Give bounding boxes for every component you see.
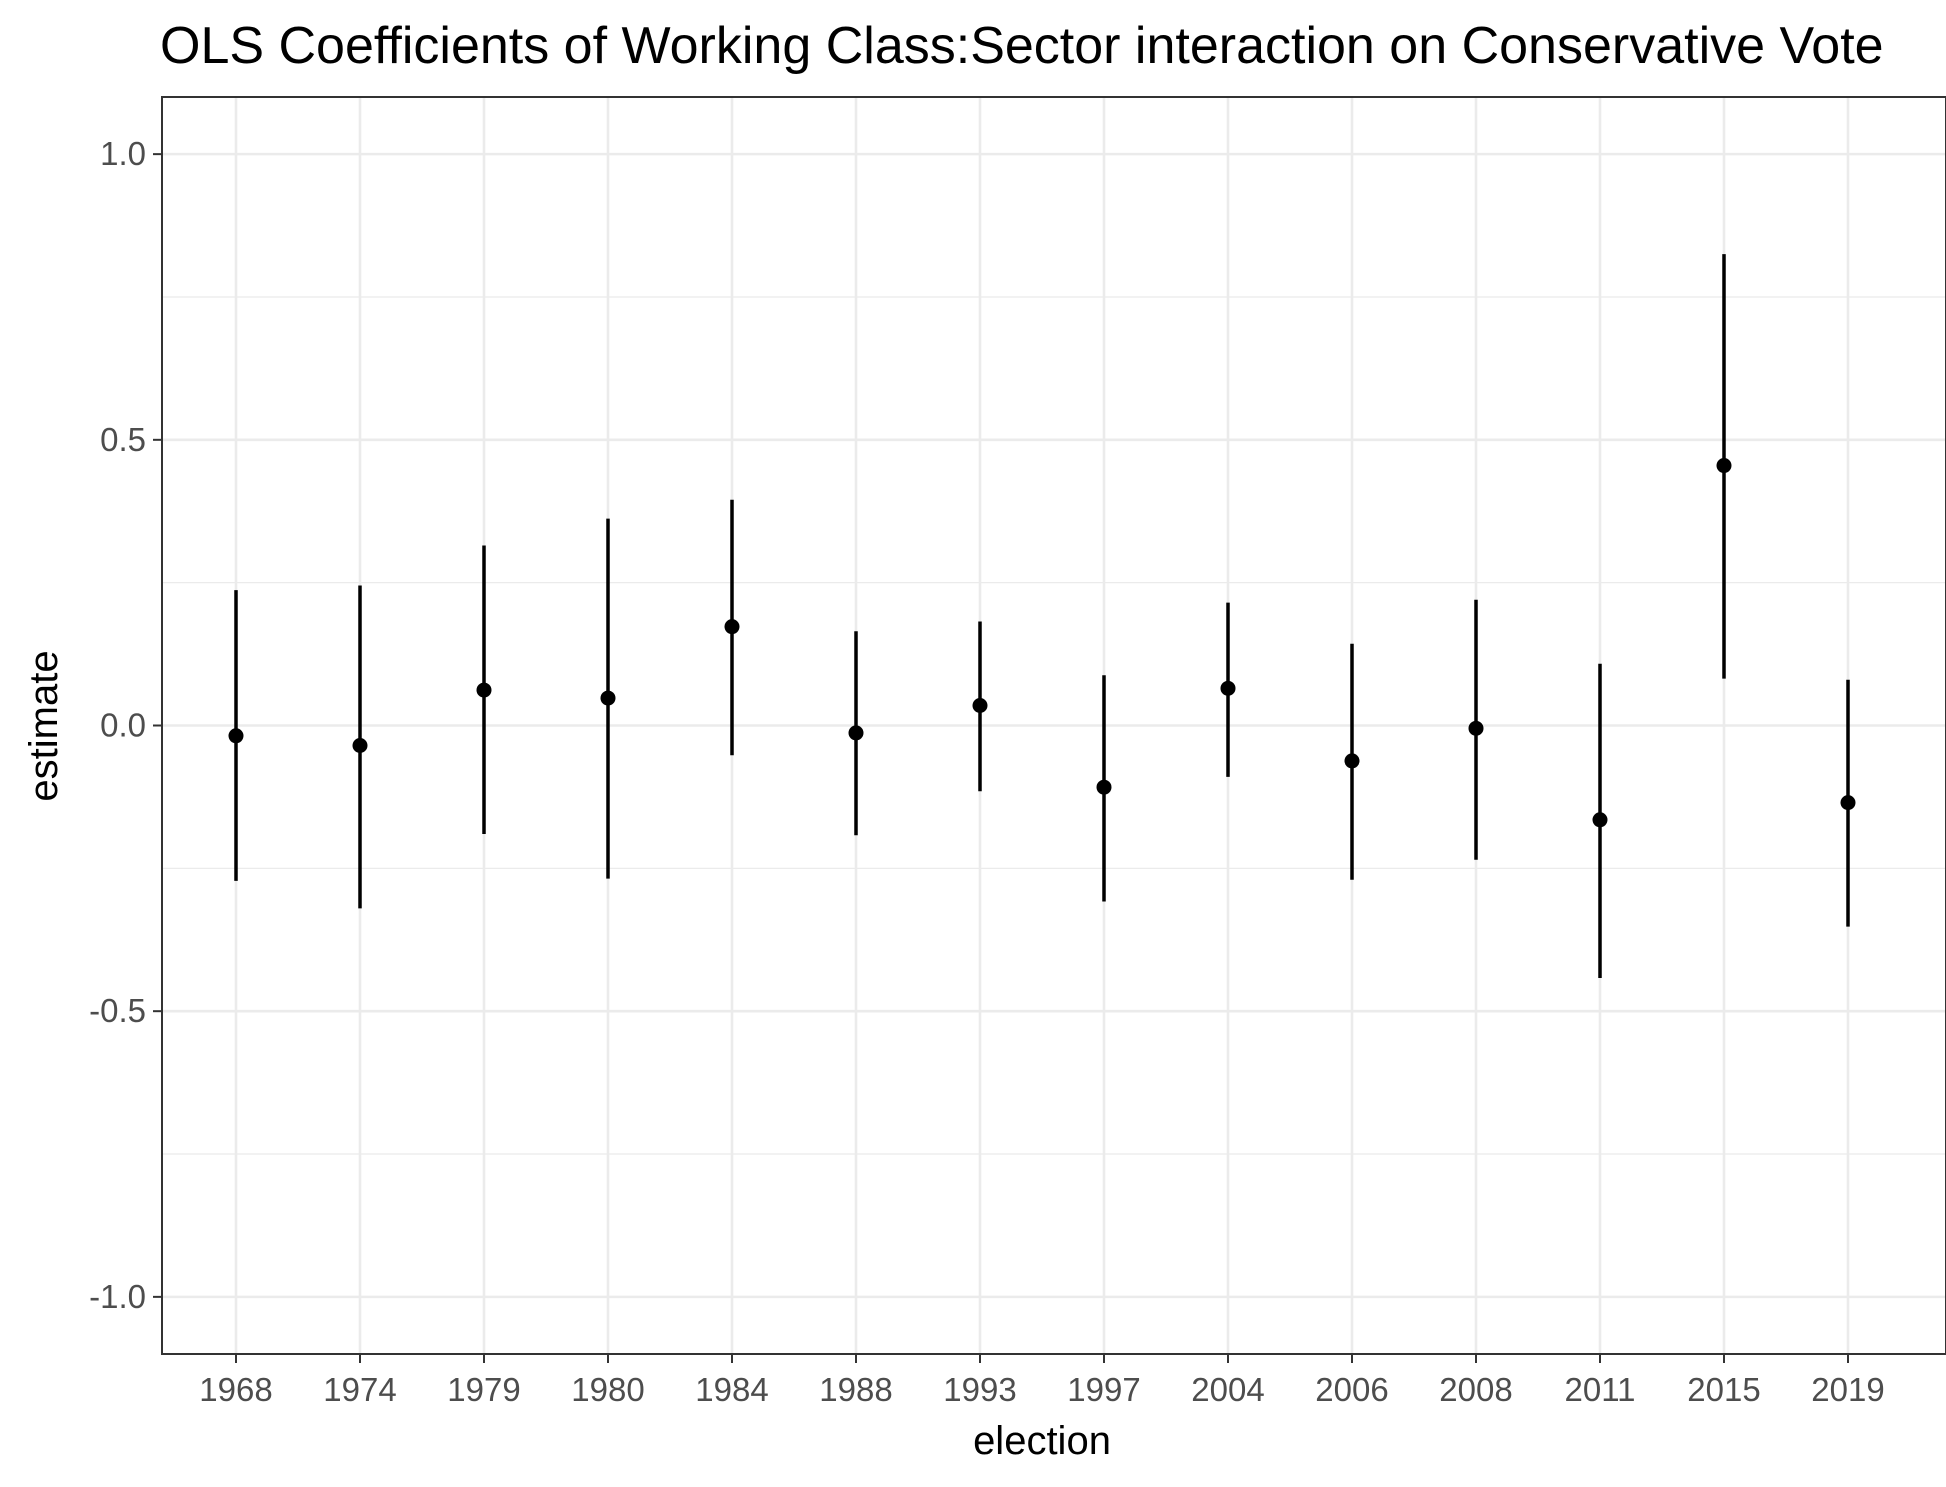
estimate-point bbox=[228, 728, 244, 744]
x-tick-label: 1993 bbox=[943, 1371, 1016, 1408]
estimate-point bbox=[1468, 720, 1484, 736]
chart-title: OLS Coefficients of Working Class:Sector… bbox=[160, 17, 1884, 75]
x-tick-label: 2006 bbox=[1315, 1371, 1388, 1408]
estimate-point bbox=[1716, 458, 1732, 474]
x-tick-label: 2015 bbox=[1687, 1371, 1760, 1408]
estimate-point bbox=[476, 682, 492, 698]
x-tick-label: 1974 bbox=[323, 1371, 396, 1408]
x-tick-label: 1968 bbox=[199, 1371, 272, 1408]
x-tick-label: 1988 bbox=[819, 1371, 892, 1408]
x-axis: 1968 1974 1979 1980 1984 1988 1993 1997 2004 2006… bbox=[199, 1354, 1885, 1408]
y-tick-label: 0.0 bbox=[100, 707, 146, 744]
x-tick-label: 1979 bbox=[447, 1371, 520, 1408]
y-tick-label: -1.0 bbox=[89, 1278, 146, 1315]
x-tick-label: 1984 bbox=[695, 1371, 768, 1408]
estimate-point bbox=[1840, 795, 1856, 811]
minor-gridlines bbox=[162, 296, 1946, 1155]
estimate-point bbox=[1592, 812, 1608, 828]
estimate-point bbox=[1344, 753, 1360, 769]
x-tick-label: 1980 bbox=[571, 1371, 644, 1408]
x-tick-label: 1997 bbox=[1067, 1371, 1140, 1408]
x-tick-label: 2019 bbox=[1811, 1371, 1884, 1408]
y-axis-title: estimate bbox=[22, 650, 66, 801]
x-tick-label: 2004 bbox=[1191, 1371, 1264, 1408]
x-tick-label: 2011 bbox=[1565, 1371, 1636, 1408]
y-tick-label: 1.0 bbox=[100, 135, 146, 172]
estimate-point bbox=[1220, 680, 1236, 696]
y-axis: -1.0 -0.5 0.0 0.5 1.0 bbox=[89, 135, 162, 1315]
estimate-point bbox=[724, 619, 740, 635]
x-tick-label: 2008 bbox=[1439, 1371, 1512, 1408]
estimate-point bbox=[352, 737, 368, 753]
estimate-point bbox=[848, 725, 864, 741]
estimate-point bbox=[1096, 779, 1112, 795]
confidence-intervals bbox=[234, 254, 1850, 979]
y-tick-label: 0.5 bbox=[100, 421, 146, 458]
estimate-point bbox=[600, 690, 616, 706]
x-axis-title: election bbox=[973, 1419, 1111, 1463]
y-tick-label: -0.5 bbox=[89, 992, 146, 1029]
major-gridlines bbox=[162, 97, 1946, 1354]
estimate-points bbox=[228, 458, 1856, 828]
estimate-point bbox=[972, 698, 988, 714]
